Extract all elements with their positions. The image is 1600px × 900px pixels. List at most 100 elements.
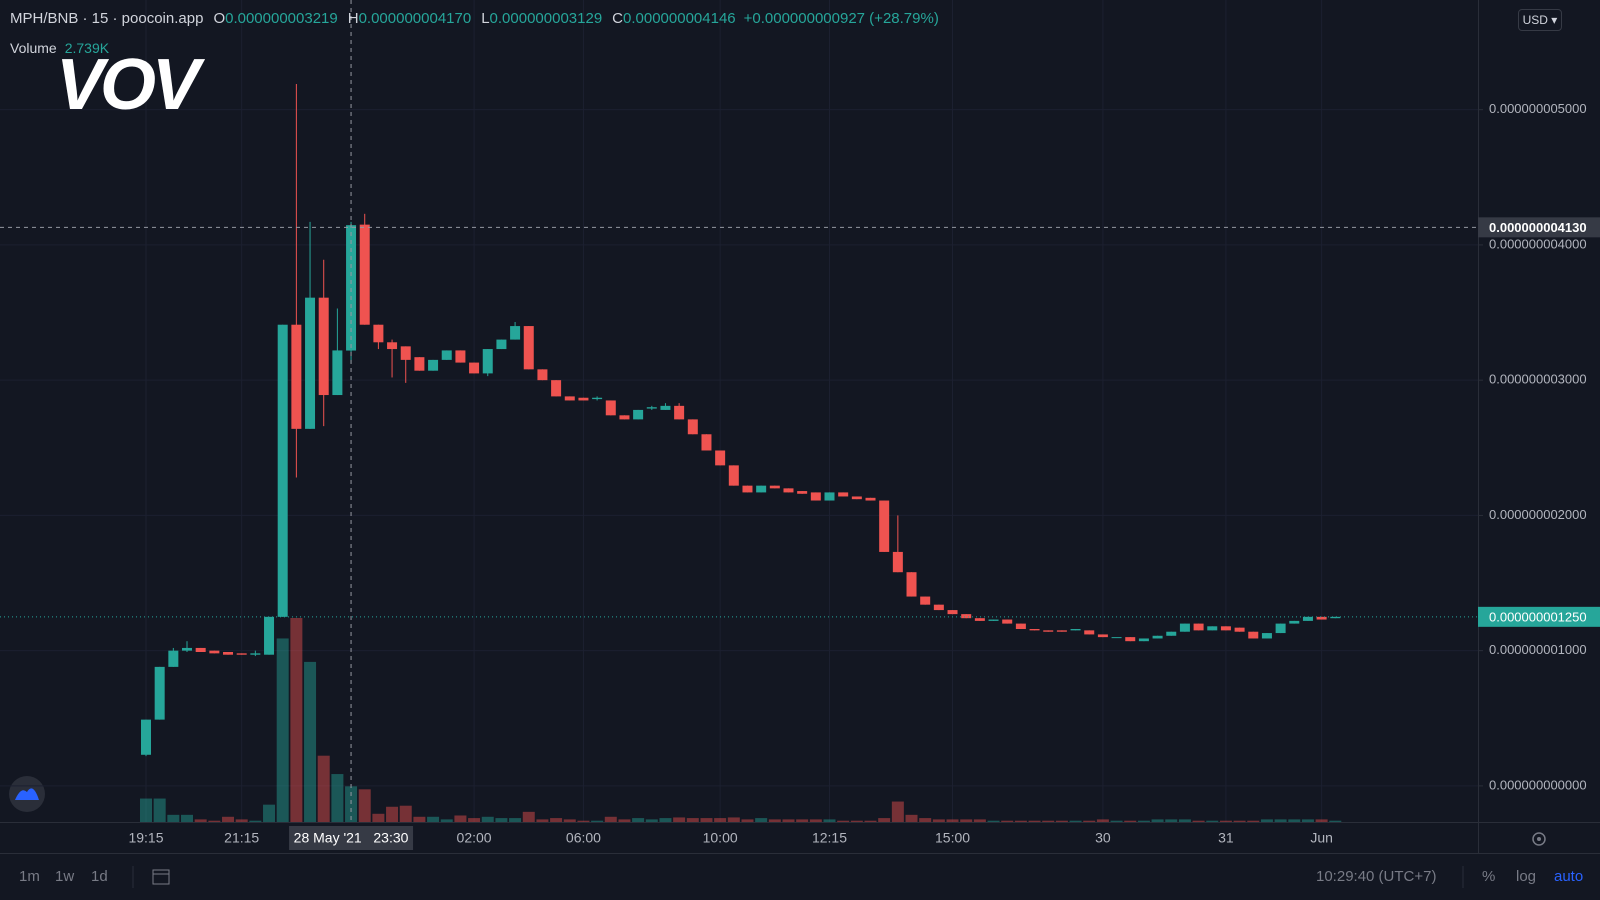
candle-body xyxy=(920,596,931,605)
scale-option[interactable]: log xyxy=(1516,868,1537,885)
x-tick-label: 02:00 xyxy=(457,830,492,846)
volume-bar xyxy=(946,819,959,822)
volume-bar xyxy=(386,806,399,822)
candle-body xyxy=(646,407,657,409)
candle-body xyxy=(879,500,890,552)
volume-bar xyxy=(331,774,344,822)
ohlc-value: 0.000000004146 xyxy=(623,10,736,27)
x-tick-label: 19:15 xyxy=(128,830,163,846)
volume-bar xyxy=(850,820,863,822)
scale-option[interactable]: % xyxy=(1482,868,1496,885)
candle-body xyxy=(414,357,425,371)
candle-body xyxy=(988,619,999,621)
candle-body xyxy=(373,324,384,343)
volume-bar xyxy=(673,817,686,822)
crosshair-time-label: 28 May '21 23:30 xyxy=(294,830,409,846)
calendar-icon[interactable] xyxy=(152,869,170,885)
last-price-label: 0.000000001250 xyxy=(1489,609,1587,624)
x-tick-label: 15:00 xyxy=(935,830,970,846)
candle-body xyxy=(851,496,862,500)
volume-bar xyxy=(919,818,932,822)
candle-body xyxy=(141,719,151,755)
candle-body xyxy=(810,492,821,501)
candle-body xyxy=(168,650,179,667)
candle-body xyxy=(947,610,958,615)
currency-button[interactable]: USD ▾ xyxy=(1518,9,1562,31)
candle-body xyxy=(974,618,985,621)
candle-body xyxy=(1179,623,1190,632)
interval-button[interactable]: 1w xyxy=(55,868,75,885)
x-tick-label: 06:00 xyxy=(566,830,601,846)
candle-body xyxy=(605,400,616,416)
volume-series xyxy=(140,618,1342,822)
candle-body xyxy=(250,653,261,655)
volume-bar xyxy=(755,818,768,822)
candle-body xyxy=(619,415,630,420)
candle-body xyxy=(455,350,466,363)
candle-body xyxy=(441,350,452,360)
volume-bar xyxy=(399,805,412,822)
clock: 10:29:40 (UTC+7) xyxy=(1316,868,1437,885)
x-tick-label: 21:15 xyxy=(224,830,259,846)
y-tick-label: 0.000000004000 xyxy=(1489,236,1587,251)
volume-bar xyxy=(987,820,1000,822)
candle-body xyxy=(400,346,411,360)
volume-bar xyxy=(1165,819,1178,822)
volume-bar xyxy=(905,814,918,822)
volume-bar xyxy=(782,819,795,822)
volume-bar xyxy=(1083,820,1096,822)
candle-body xyxy=(305,297,316,429)
volume-bar xyxy=(167,814,180,822)
candle-body xyxy=(1302,616,1313,621)
interval-button[interactable]: 1d xyxy=(91,868,108,885)
candle-body xyxy=(906,572,917,597)
symbol[interactable]: MPH/BNB · 15 · poocoin.app xyxy=(10,10,204,27)
volume-bar xyxy=(222,816,235,822)
crosshair-time-box xyxy=(289,826,414,850)
volume-label: Volume xyxy=(10,40,57,56)
volume-bar xyxy=(1055,820,1068,822)
candle-body xyxy=(1275,623,1286,634)
candle-body xyxy=(633,409,644,420)
ohlc-value: 0.000000003219 xyxy=(225,10,338,27)
volume-bar xyxy=(645,819,658,822)
candle-body xyxy=(933,604,944,611)
candle-body xyxy=(195,647,206,653)
candle-body xyxy=(674,405,685,420)
volume-bar xyxy=(1260,819,1273,822)
volume-bar xyxy=(481,816,494,822)
volume-bar xyxy=(932,819,945,822)
y-tick-label: 0.000000005000 xyxy=(1489,101,1587,116)
grid: 0.000000000000 0.000000001000 0.0000000020… xyxy=(0,0,1587,846)
settings-icon[interactable] xyxy=(1532,832,1546,846)
candle-body xyxy=(1138,638,1149,642)
volume-bar xyxy=(604,816,617,822)
candle-body xyxy=(523,326,534,370)
candle-body xyxy=(564,396,575,401)
volume-bar xyxy=(891,801,904,822)
ohlc-value: 0.000000003129 xyxy=(489,10,603,27)
x-tick-label: 30 xyxy=(1095,830,1111,846)
candles xyxy=(141,83,1341,757)
volume-bar xyxy=(440,819,453,822)
volume-bar xyxy=(536,819,549,822)
volume-bar xyxy=(700,818,713,822)
volume-bar xyxy=(1233,820,1246,822)
volume-bar xyxy=(1178,819,1191,822)
scale-option[interactable]: auto xyxy=(1554,868,1584,885)
candle-body xyxy=(728,465,739,486)
candle-body xyxy=(1111,637,1122,639)
volume-bar xyxy=(153,798,166,822)
ohlc-key: H xyxy=(347,10,359,27)
ohlc-key: C xyxy=(612,10,624,27)
candle-body xyxy=(332,350,343,396)
volume-bar xyxy=(1096,819,1109,822)
volume-bar xyxy=(454,815,467,822)
candle-body xyxy=(715,450,726,466)
candle-body xyxy=(346,225,357,351)
watermark: VOV xyxy=(56,45,200,125)
x-tick-label: Jun xyxy=(1310,830,1333,846)
crosshair-price-label: 0.000000004130 xyxy=(1489,220,1587,235)
interval-button[interactable]: 1m xyxy=(19,868,40,885)
volume-bar xyxy=(591,820,604,822)
